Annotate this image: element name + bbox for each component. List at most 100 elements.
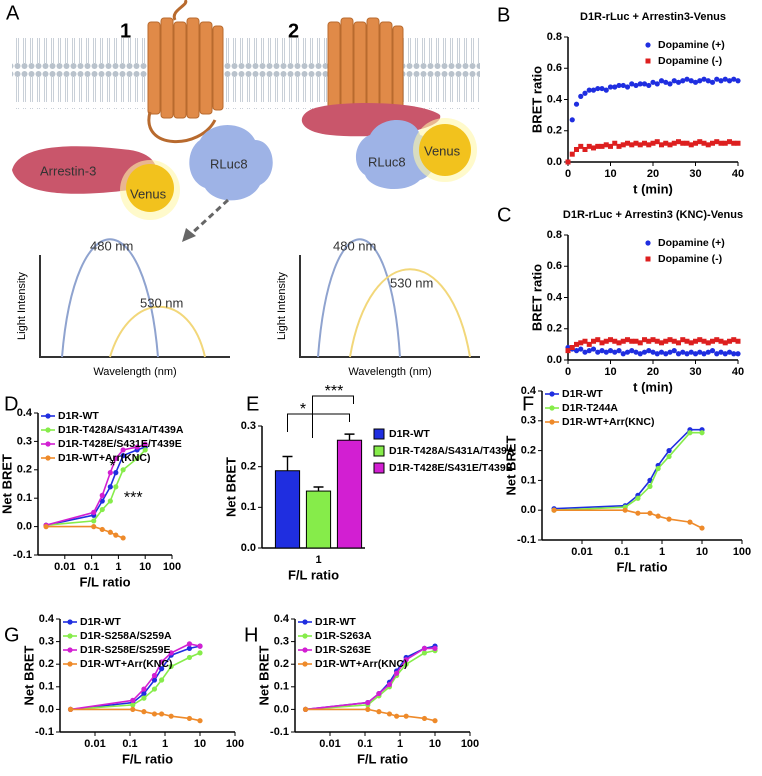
legend-marker — [67, 633, 73, 639]
point — [731, 337, 737, 343]
point — [637, 81, 643, 87]
point — [735, 140, 741, 146]
chart-title: D1R-rLuc + Arrestin3-Venus — [580, 11, 726, 23]
point — [113, 532, 119, 538]
arrow-head — [182, 228, 196, 242]
point — [718, 349, 724, 355]
point — [578, 340, 584, 346]
x-tick-label: 20 — [647, 168, 659, 180]
point — [107, 498, 113, 504]
point — [633, 338, 639, 344]
point — [663, 79, 669, 85]
y-tick-label: -0.1 — [270, 726, 289, 738]
point — [574, 341, 579, 347]
point — [666, 448, 672, 454]
venus — [419, 124, 471, 176]
y-tick-label: 0.2 — [521, 445, 536, 457]
legend-label: Dopamine (-) — [658, 55, 722, 67]
point — [718, 140, 724, 146]
x-axis-title: F/L ratio — [122, 751, 173, 766]
legend: Dopamine (+) Dopamine (-) — [645, 39, 725, 67]
x-tick-label: 10 — [139, 561, 151, 573]
x-tick-label: 30 — [689, 366, 701, 378]
point — [684, 76, 690, 82]
y-tick-label: 0.0 — [547, 354, 562, 366]
error-bar — [344, 433, 355, 441]
point — [197, 643, 203, 649]
point — [595, 337, 601, 343]
point — [676, 340, 681, 346]
point — [650, 349, 656, 355]
y-axis-title: BRET ratio — [529, 66, 544, 133]
venus-label: Venus — [424, 143, 461, 158]
peak-label: 530 nm — [390, 275, 433, 290]
bar — [336, 439, 363, 549]
legend-marker — [67, 661, 73, 667]
state-label: 2 — [288, 20, 299, 42]
point — [633, 82, 639, 89]
point — [726, 349, 733, 355]
x-tick-label: 0 — [565, 366, 571, 378]
annotation: * — [300, 401, 306, 418]
point — [107, 484, 113, 490]
annotation: *** — [325, 383, 344, 400]
legend: D1R-WT D1R-T428A/S431A/T439A D1R-T428E/S43… — [373, 428, 515, 474]
point — [620, 82, 626, 89]
legend-label: Dopamine (+) — [658, 39, 725, 51]
legend-label: D1R-WT — [80, 616, 121, 628]
legend-label: D1R-WT — [562, 388, 603, 400]
y-tick-label: 0.2 — [17, 464, 32, 476]
point — [654, 139, 660, 145]
point — [551, 507, 557, 513]
point — [701, 351, 707, 357]
point — [629, 338, 635, 344]
point — [688, 340, 694, 346]
legend: Dopamine (+) Dopamine (-) — [645, 237, 725, 265]
spectrum-1: 480 nm 530 nm Light Intensity Wavelength… — [16, 238, 230, 378]
x-axis-title: t (min) — [633, 181, 673, 196]
point — [590, 346, 597, 352]
point — [675, 79, 682, 85]
x-tick-label: 0.01 — [571, 546, 592, 558]
legend-marker — [45, 441, 51, 447]
point — [676, 139, 681, 145]
point — [655, 465, 661, 472]
legend-label: D1R-WT — [315, 616, 356, 628]
state-label: 1 — [120, 20, 131, 42]
point — [635, 495, 641, 501]
y-tick-label: 0.4 — [547, 93, 563, 105]
point — [569, 345, 575, 350]
point — [151, 686, 158, 692]
point — [633, 349, 639, 355]
point — [394, 713, 400, 719]
point — [650, 79, 656, 85]
point — [599, 340, 605, 346]
point — [697, 78, 703, 84]
point — [663, 351, 669, 357]
point — [595, 85, 601, 92]
series-line — [70, 708, 201, 722]
point — [386, 681, 393, 688]
point — [629, 142, 635, 148]
point — [671, 338, 677, 344]
point — [142, 447, 148, 453]
x-tick-label: 40 — [732, 366, 744, 378]
arrestin — [12, 146, 157, 194]
legend-label: D1R-S263A — [315, 630, 372, 642]
legend-marker — [549, 419, 555, 425]
legend-marker — [45, 413, 51, 419]
point — [130, 702, 136, 708]
legend-label: Dopamine (+) — [658, 237, 725, 249]
x-tick-label: 20 — [647, 366, 659, 378]
point — [666, 453, 672, 460]
point — [697, 337, 703, 343]
point — [365, 700, 371, 706]
point — [582, 338, 588, 344]
point — [168, 663, 174, 670]
point — [134, 455, 140, 462]
point — [159, 666, 165, 672]
point — [141, 686, 147, 692]
point — [726, 78, 733, 84]
x-tick-label: 30 — [689, 168, 701, 180]
y-tick-label: 0.1 — [39, 681, 54, 693]
